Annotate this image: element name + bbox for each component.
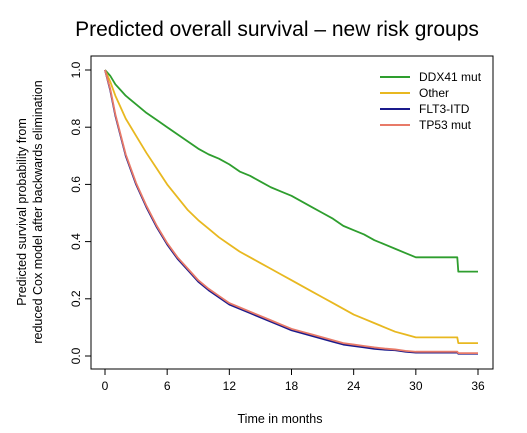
legend-label: TP53 mut — [419, 118, 472, 132]
series-lines — [104, 69, 478, 355]
legend: DDX41 mut Other FLT3-ITD TP53 mut — [380, 70, 482, 132]
x-axis-label: Time in months — [238, 412, 323, 426]
legend-label: Other — [419, 86, 449, 100]
x-tick-label: 24 — [347, 379, 361, 393]
legend-label: DDX41 mut — [419, 70, 482, 84]
series-line-other — [104, 69, 478, 345]
y-axis-label: Predicted survival probability from redu… — [15, 80, 45, 343]
series-line-tp53-mut — [104, 69, 478, 355]
y-axis-label-line-1: Predicted survival probability from — [15, 118, 29, 306]
x-tick-label: 30 — [409, 379, 423, 393]
x-tick-label: 18 — [285, 379, 299, 393]
x-tick-label: 0 — [102, 379, 109, 393]
y-tick-label: 0.8 — [69, 119, 83, 136]
legend-label: FLT3-ITD — [419, 102, 470, 116]
y-tick-label: 0.4 — [69, 233, 83, 250]
y-axis: 0.0 0.2 0.4 0.6 0.8 1.0 — [69, 61, 92, 364]
series-line-ddx41-mut — [104, 69, 478, 273]
y-axis-label-line-2: reduced Cox model after backwards elimin… — [31, 80, 45, 343]
x-tick-label: 6 — [164, 379, 171, 393]
y-tick-label: 0.0 — [69, 347, 83, 364]
y-tick-label: 0.6 — [69, 176, 83, 193]
chart-title: Predicted overall survival – new risk gr… — [75, 18, 479, 41]
y-tick-label: 1.0 — [69, 61, 83, 78]
x-tick-label: 12 — [223, 379, 237, 393]
x-tick-label: 36 — [471, 379, 485, 393]
y-tick-label: 0.2 — [69, 290, 83, 307]
x-axis: 0 6 12 18 24 30 36 — [102, 368, 485, 393]
